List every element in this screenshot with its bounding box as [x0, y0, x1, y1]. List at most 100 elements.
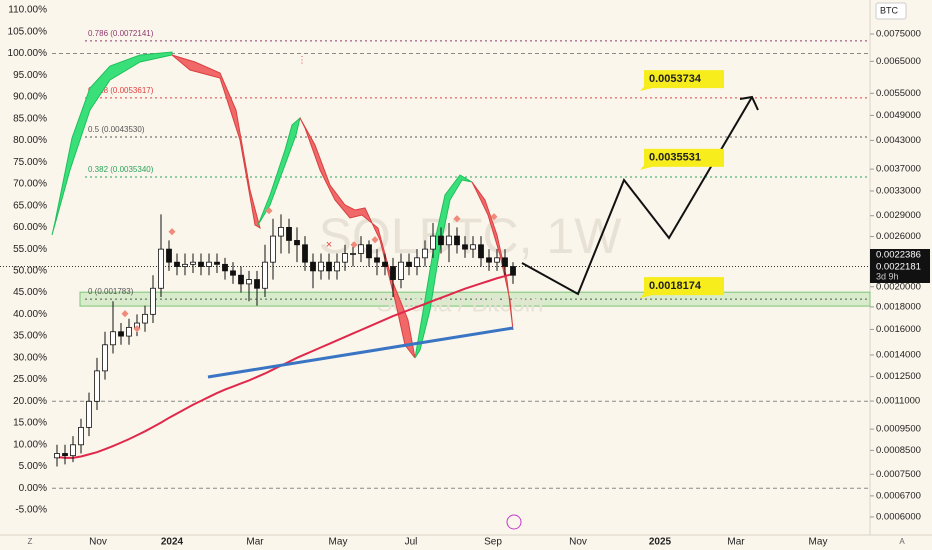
- candle-body: [478, 244, 484, 259]
- candle-body: [486, 257, 492, 263]
- y2-tick-label: 0.0065000: [876, 56, 921, 67]
- y-tick-label: 80.00%: [13, 135, 47, 146]
- candle-body: [206, 261, 212, 267]
- x-tick-label: Mar: [246, 537, 264, 548]
- candle-body: [406, 261, 412, 267]
- event-icon: [506, 514, 522, 530]
- candle-body: [326, 261, 332, 272]
- marker: ×: [326, 239, 332, 251]
- y2-tick-label: 0.0029000: [876, 210, 921, 221]
- y2-tick-label: 0.0049000: [876, 110, 921, 121]
- x-tick-label: Nov: [569, 537, 587, 548]
- candle-body: [310, 261, 316, 272]
- y-tick-label: 5.00%: [19, 461, 47, 472]
- candle-body: [502, 257, 508, 267]
- callout-box: [644, 148, 724, 167]
- y-tick-label: 105.00%: [8, 26, 48, 37]
- marker: ⋮: [298, 54, 307, 64]
- x-tick-label: Nov: [89, 537, 107, 548]
- candle-body: [390, 266, 396, 280]
- y2-tick-label: 0.0012500: [876, 371, 921, 382]
- y-tick-label: 95.00%: [13, 70, 47, 81]
- y-tick-label: 100.00%: [8, 48, 48, 59]
- candle-body: [286, 226, 292, 241]
- candle-body: [430, 235, 436, 250]
- y2-tick-label: 0.0014000: [876, 349, 921, 360]
- y-tick-label: 65.00%: [13, 200, 47, 211]
- candle-body: [158, 248, 164, 289]
- y2-tick-label: 0.0055000: [876, 88, 921, 99]
- callout-tail: [640, 82, 652, 92]
- fib-label: 0.618 (0.0053617): [88, 86, 154, 95]
- corner-label: A: [899, 537, 905, 546]
- candle-body: [270, 235, 276, 263]
- y-tick-label: 75.00%: [13, 157, 47, 168]
- candle-body: [494, 257, 500, 263]
- y-tick-label: 0.00%: [19, 483, 47, 494]
- candle-body: [398, 261, 404, 280]
- fib-label: 0 (0.001783): [88, 287, 134, 296]
- candle-body: [86, 400, 92, 428]
- y-tick-label: 40.00%: [13, 309, 47, 320]
- candle-body: [118, 331, 124, 337]
- currency-box: [875, 2, 907, 20]
- y2-tick-label: 0.0006000: [876, 511, 921, 522]
- candle-body: [142, 313, 148, 324]
- y-tick-label: 20.00%: [13, 396, 47, 407]
- candle-body: [470, 244, 476, 250]
- y2-title: BTC: [880, 5, 899, 15]
- y-tick-label: 110.00%: [8, 5, 47, 16]
- candle-body: [182, 263, 188, 267]
- x-tick-label: Jul: [405, 537, 418, 548]
- callout-label: 0.0035531: [649, 152, 701, 164]
- candle-body: [94, 370, 100, 402]
- x-tick-label: Sep: [484, 537, 502, 548]
- y2-tick-label: 0.0037000: [876, 164, 921, 175]
- fib-label: 0.5 (0.0043530): [88, 125, 145, 134]
- y2-tick-label: 0.0020000: [876, 281, 921, 292]
- y-tick-label: 15.00%: [13, 418, 47, 429]
- candle-body: [238, 274, 244, 285]
- y2-tick-label: 0.0016000: [876, 324, 921, 335]
- y2-tick-label: 0.0043000: [876, 135, 921, 146]
- candle-body: [374, 257, 380, 263]
- ribbon-green: [51, 51, 173, 236]
- callout-label: 0.0018174: [649, 280, 702, 292]
- y2-tick-label: 0.0008500: [876, 445, 921, 456]
- ribbon-red: [471, 181, 514, 331]
- candle-body: [246, 279, 252, 285]
- projection-arrow: [739, 95, 759, 111]
- candle-body: [454, 235, 460, 246]
- y2-tick-label: 0.0007500: [876, 469, 921, 480]
- price-box: [870, 249, 930, 261]
- y-tick-label: 30.00%: [13, 352, 47, 363]
- y2-tick-label: 0.0033000: [876, 186, 921, 197]
- candle-body: [342, 253, 348, 263]
- y2-tick-label: 0.0075000: [876, 29, 921, 40]
- candle-body: [102, 344, 108, 372]
- fib-label: 0.382 (0.0035340): [88, 165, 154, 174]
- fib-label: 0.786 (0.0072141): [88, 29, 154, 38]
- candle-body: [366, 244, 372, 259]
- callout-tail: [640, 160, 652, 170]
- y-tick-label: 10.00%: [13, 439, 47, 450]
- countdown: 3d 9h: [876, 271, 899, 281]
- candle-body: [70, 444, 76, 457]
- y-tick-label: 45.00%: [13, 287, 47, 298]
- candle-body: [350, 253, 356, 255]
- candle-body: [214, 261, 220, 265]
- candle-body: [78, 426, 84, 446]
- candle-body: [414, 257, 420, 267]
- candle-body: [198, 261, 204, 267]
- candle-body: [294, 240, 300, 246]
- trendline: [207, 326, 514, 379]
- candle-body: [54, 453, 60, 459]
- x-tick-label: 2025: [649, 537, 672, 548]
- candle-body: [318, 261, 324, 272]
- y-tick-label: 90.00%: [13, 92, 47, 103]
- y2-tick-label: 0.0009500: [876, 424, 921, 435]
- candle-body: [446, 235, 452, 246]
- y-tick-label: 35.00%: [13, 331, 47, 342]
- y-tick-label: 50.00%: [13, 266, 47, 277]
- candle-body: [174, 261, 180, 267]
